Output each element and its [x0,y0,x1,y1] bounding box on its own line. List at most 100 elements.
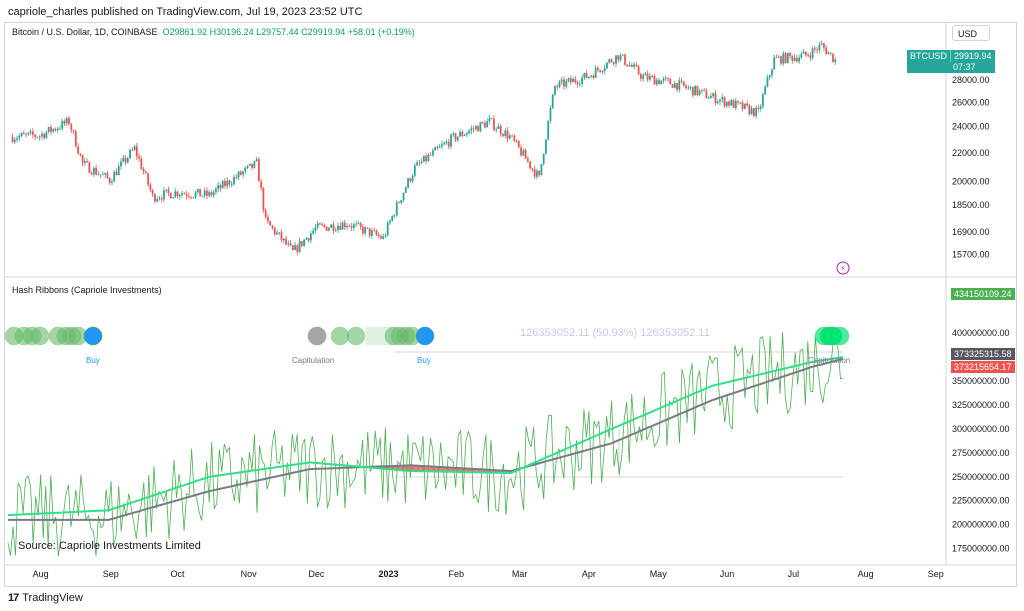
candle-body [125,158,127,163]
candle-body [281,232,283,240]
candle-body [724,97,726,106]
candle-body [509,136,511,139]
candle-body [391,216,393,221]
candle-body [712,93,714,96]
candle-body [541,164,543,175]
candle-body [380,236,382,239]
candle-body [663,79,665,81]
candle-body [518,141,520,147]
candle-body [437,147,439,148]
time-axis-tick: Jul [788,569,800,579]
time-axis-tick: Sep [103,569,119,579]
candle-body [534,169,536,177]
candle-body [357,223,359,224]
candle-body [25,134,27,135]
candle-body [272,225,274,227]
candle-body [154,194,156,201]
candle-body [527,159,529,162]
candle-body [172,197,174,198]
candle-body [339,226,341,230]
candle-body [301,241,303,246]
candle-body [583,73,585,78]
candle-body [814,48,816,49]
time-axis-tick: Feb [449,569,465,579]
candle-body [342,223,344,230]
candle-body [253,161,255,168]
candle-body [278,232,280,233]
candle-body [577,82,579,84]
candle-body [780,56,782,63]
candle-body [400,200,402,203]
candle-body [283,239,285,241]
candle-body [823,44,825,48]
candle-body [755,108,757,116]
candle-body [353,224,355,228]
candle-body [687,88,689,89]
candle-body [86,161,88,162]
hash-axis-tick: 325000000.00 [952,400,1010,410]
candle-body [314,227,316,230]
candle-body [556,86,558,87]
candle-body [640,74,642,79]
candle-body [667,78,669,79]
footer: 17 TradingView [8,592,83,604]
candle-body [204,190,206,195]
candle-body [604,68,606,71]
candle-body [606,63,608,69]
btc-price-value: 29919.94 [951,50,995,62]
candle-body [758,108,760,109]
candle-body [321,225,323,226]
candle-body [450,135,452,147]
candle-body [565,81,567,87]
candle-body [324,225,326,227]
candle-body [140,159,142,169]
candle-body [513,136,515,141]
candle-body [536,171,538,177]
candle-body [276,233,278,234]
candle-body [681,80,683,81]
candle-body [131,150,133,151]
candle-body [296,245,298,252]
candle-body [199,189,201,196]
candle-body [348,226,350,227]
candle-body [102,174,104,175]
candle-body [579,84,581,85]
candle-body [719,100,721,102]
candle-body [299,241,301,252]
candle-body [134,146,136,150]
candle-body [412,176,414,181]
candle-body [46,132,48,138]
candle-body [292,245,294,250]
candle-body [308,238,310,240]
candle-body [746,104,748,106]
candle-body [312,231,314,234]
candle-body [52,129,54,132]
candle-body [32,131,34,135]
candle-body [599,70,601,72]
candle-body [82,155,84,163]
candle-body [706,90,708,98]
candle-body [735,101,737,108]
candle-body [328,228,330,231]
candle-body [407,178,409,187]
candle-body [362,227,364,234]
candle-body [249,164,251,166]
candle-body [50,127,52,132]
candle-body [226,180,228,186]
candle-body [91,173,93,174]
candle-body [803,52,805,54]
candle-body [703,90,705,91]
candle-body [376,231,378,235]
candle-body [421,162,423,163]
candle-body [240,172,242,175]
candle-body [364,227,366,233]
buy-label-1: Buy [86,356,100,365]
candle-body [466,133,468,135]
candle-body [168,189,170,192]
recovery-circle [347,327,365,345]
candle-body [61,121,63,129]
candle-body [385,235,387,236]
candle-body [742,103,744,109]
candle-body [493,119,495,130]
